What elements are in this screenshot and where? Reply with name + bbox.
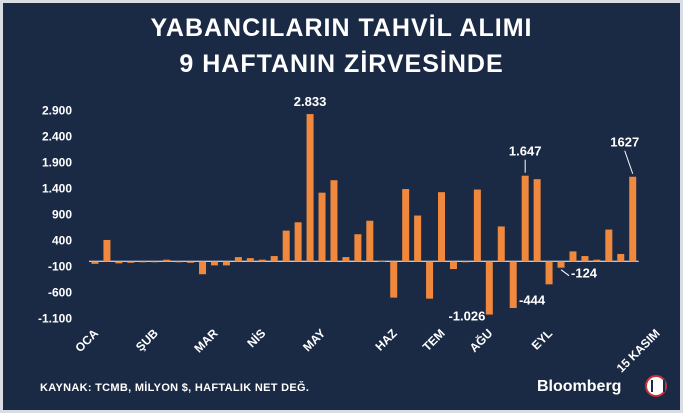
y-tick-label: -1.100 (38, 311, 72, 325)
data-label: 1627 (610, 135, 639, 150)
bar (342, 257, 350, 262)
bar (115, 261, 123, 264)
y-tick-label: 2.400 (42, 130, 72, 144)
bar (306, 114, 314, 262)
bar (282, 230, 290, 262)
bar (402, 189, 410, 262)
bar (557, 261, 565, 268)
bar (199, 261, 207, 275)
bar (210, 261, 218, 266)
x-tick-label: EYL (529, 326, 555, 352)
bar (545, 261, 553, 285)
data-label: 1.647 (509, 144, 542, 159)
bar (378, 260, 386, 262)
ht-logo-icon (645, 375, 667, 397)
x-tick-label: ŞUB (133, 326, 161, 354)
bar (354, 234, 362, 262)
bar (414, 215, 422, 262)
x-tick-label: MAY (300, 326, 328, 354)
bar (187, 261, 195, 263)
bar (163, 259, 171, 262)
y-tick-label: 1.400 (42, 182, 72, 196)
y-tick-label: 900 (52, 208, 72, 222)
chart-title-line-2: 9 HAFTANIN ZİRVESİNDE (179, 50, 504, 78)
bar (103, 239, 111, 262)
chart-title-line-1: YABANCILARIN TAHVİL ALIMI (150, 14, 533, 42)
bar (318, 192, 326, 262)
bar (426, 261, 434, 299)
bar (366, 220, 374, 262)
data-label: -444 (519, 292, 546, 307)
bar (509, 261, 517, 309)
bar (139, 261, 147, 263)
bar (629, 176, 637, 262)
bar (581, 256, 589, 262)
bar (473, 189, 481, 262)
x-tick-label: TEM (420, 326, 448, 354)
bar (294, 222, 302, 262)
bar (258, 259, 266, 262)
bar (449, 261, 457, 270)
y-tick-label: 400 (52, 233, 72, 247)
x-tick-label: NİS (244, 326, 269, 351)
bar (569, 251, 577, 262)
bar (617, 253, 625, 262)
y-tick-label: 2.900 (42, 104, 72, 118)
y-tick-label: 1.900 (42, 156, 72, 170)
bar (533, 179, 541, 262)
source-note: KAYNAK: TCMB, MİLYON $, HAFTALIK NET DEĞ… (40, 382, 310, 394)
bar (485, 261, 493, 315)
x-tick-label: AĞU (466, 326, 495, 355)
bar (151, 261, 159, 263)
bar (461, 261, 469, 263)
y-tick-label: -600 (48, 285, 72, 299)
data-label: -124 (571, 266, 598, 281)
bar (605, 229, 613, 262)
x-tick-label: MAR (191, 326, 220, 355)
bar (91, 261, 99, 264)
bar (521, 175, 529, 262)
bar (330, 180, 338, 262)
x-tick-label: 15 KASIM (614, 326, 663, 375)
bar (390, 261, 398, 298)
bloomberg-logo-text: Bloomberg (537, 378, 622, 395)
annotation-leader-line (560, 269, 570, 277)
bar (593, 259, 601, 262)
data-label: 2.833 (294, 94, 327, 109)
bar (234, 257, 242, 262)
bar (222, 261, 230, 266)
y-tick-label: -100 (48, 259, 72, 273)
x-tick-label: OCA (72, 326, 101, 355)
bar (270, 256, 278, 262)
bar (175, 261, 183, 263)
bar (246, 258, 254, 262)
bar (127, 261, 135, 263)
annotation-leader-line (624, 150, 634, 174)
bar (497, 226, 505, 262)
bar (438, 192, 446, 262)
data-label: -1.026 (448, 309, 485, 324)
x-tick-label: HAZ (373, 326, 400, 353)
